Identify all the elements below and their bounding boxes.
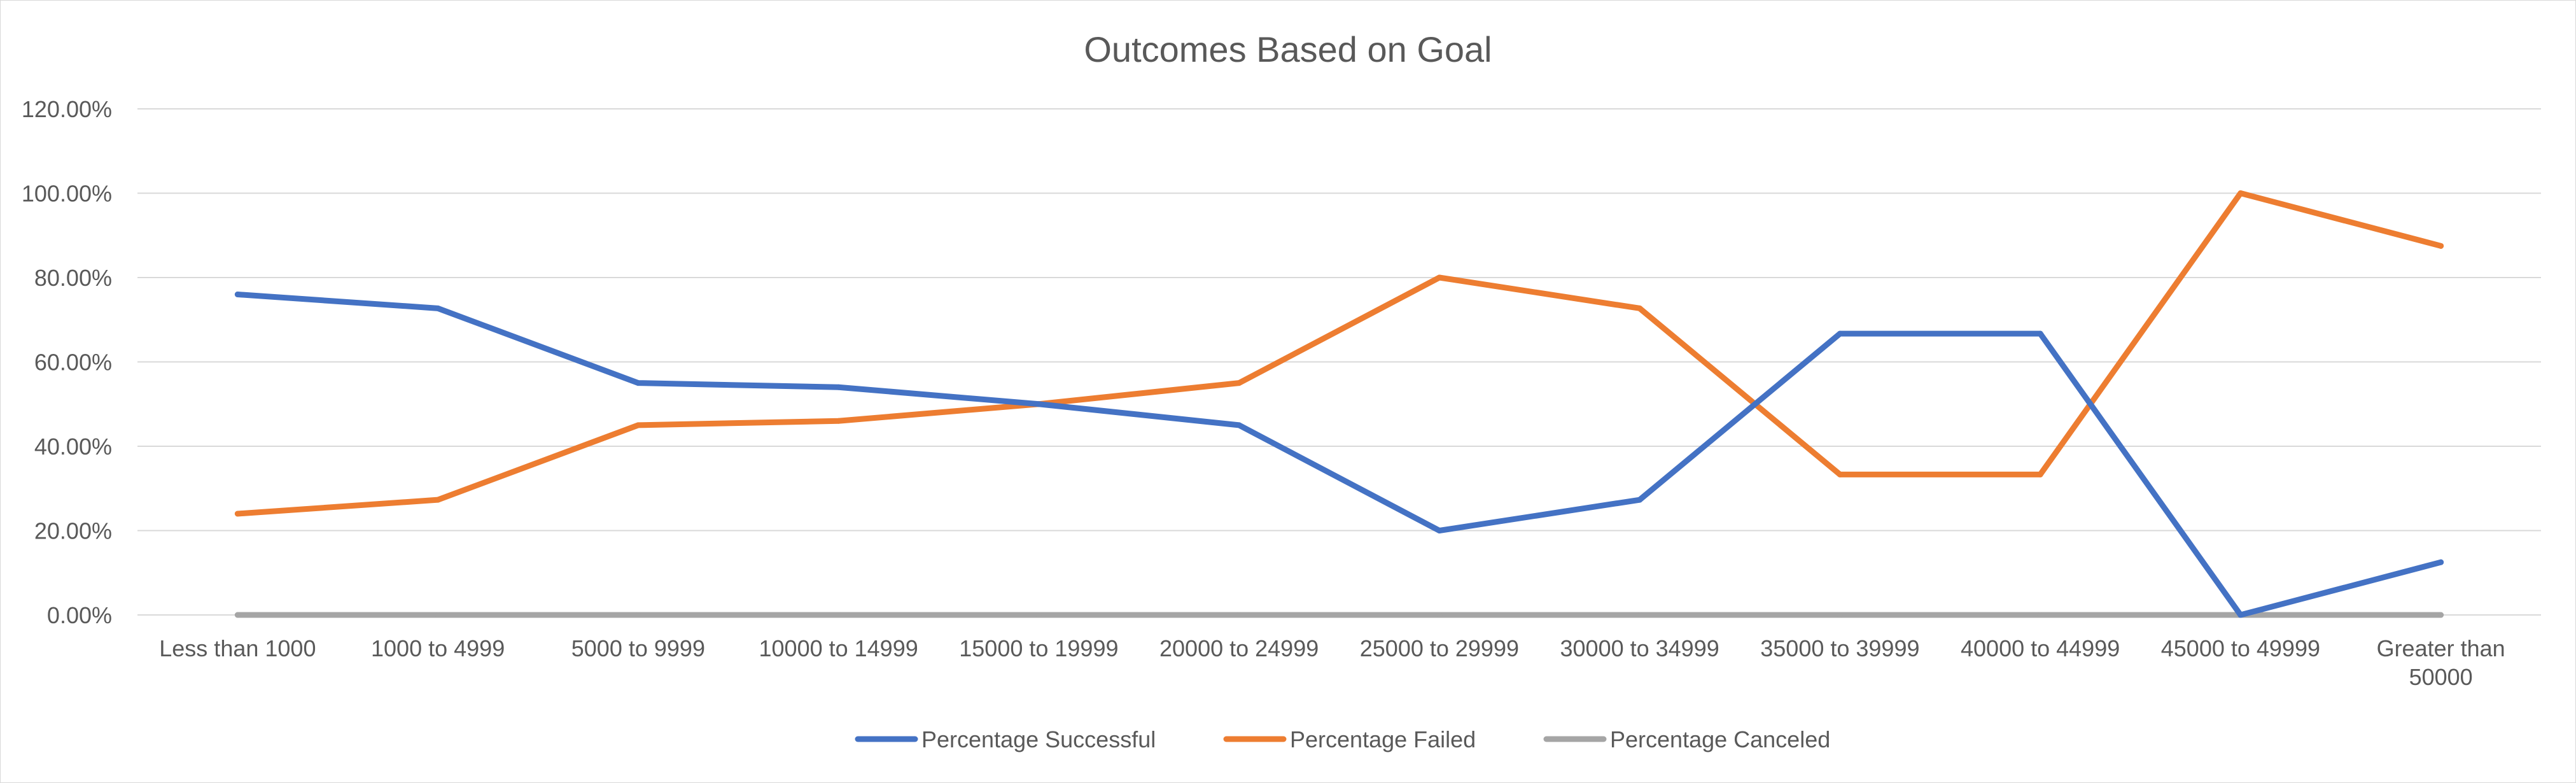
data-point-percentage-canceled [1837, 612, 1843, 618]
grid-layer [137, 108, 2541, 616]
x-tick-label: Less than 1000 [159, 635, 316, 661]
data-point-percentage-successful [836, 384, 842, 390]
data-point-percentage-canceled [836, 612, 842, 618]
legend-item-percentage-canceled: Percentage Canceled [1543, 726, 1830, 752]
data-point-percentage-successful [1236, 422, 1242, 428]
legend-item-percentage-successful: Percentage Successful [855, 726, 1156, 752]
data-point-percentage-canceled [2438, 612, 2444, 618]
data-point-percentage-successful [435, 305, 441, 311]
data-point-percentage-failed [635, 422, 641, 428]
data-point-percentage-successful [1035, 401, 1042, 407]
data-point-percentage-successful [2237, 612, 2244, 618]
data-point-percentage-failed [1236, 380, 1242, 386]
legend-label: Percentage Failed [1290, 726, 1476, 752]
data-point-percentage-successful [1436, 528, 1443, 533]
legend-label: Percentage Canceled [1610, 726, 1830, 752]
data-point-percentage-canceled [1436, 612, 1443, 618]
x-tick-label: Greater than 50000 [2377, 635, 2505, 690]
x-tick-label: 15000 to 19999 [959, 635, 1118, 661]
x-tick-label: 35000 to 39999 [1760, 635, 1919, 661]
y-tick-label: 80.00% [34, 265, 112, 291]
series-line-percentage-failed [234, 190, 2444, 517]
data-point-percentage-canceled [1236, 612, 1242, 618]
data-point-percentage-failed [435, 497, 441, 503]
data-point-percentage-failed [1637, 305, 1643, 311]
series-percentage-failed [234, 190, 2444, 517]
data-point-percentage-failed [1837, 471, 1843, 477]
x-tick-label: 1000 to 4999 [371, 635, 505, 661]
data-point-percentage-failed [836, 418, 842, 424]
y-tick-label: 100.00% [22, 181, 112, 207]
data-point-percentage-successful [2438, 559, 2444, 565]
x-tick-label: 30000 to 34999 [1560, 635, 1719, 661]
x-tick-label: 10000 to 14999 [759, 635, 918, 661]
data-point-percentage-canceled [2037, 612, 2043, 618]
x-tick-label: 40000 to 44999 [1961, 635, 2120, 661]
x-axis-tick-labels: Less than 1000 1000 to 4999 5000 to 9999 10… [159, 635, 2505, 690]
legend: Percentage Successful Percentage Failed Pe… [855, 726, 1830, 752]
series-percentage-successful [234, 292, 2444, 618]
data-point-percentage-canceled [234, 612, 241, 618]
legend-label: Percentage Successful [921, 726, 1156, 752]
data-point-percentage-successful [2037, 330, 2043, 337]
y-tick-label: 120.00% [22, 96, 112, 122]
y-tick-label: 60.00% [34, 349, 112, 376]
data-point-percentage-failed [1436, 274, 1443, 281]
data-point-percentage-successful [234, 292, 241, 297]
x-tick-label: 25000 to 29999 [1360, 635, 1519, 661]
series-percentage-canceled [234, 612, 2444, 618]
chart-title: Outcomes Based on Goal [1084, 29, 1492, 69]
data-point-percentage-failed [2438, 243, 2444, 249]
y-axis-tick-labels: 0.00% 20.00% 40.00% 60.00% 80.00% 100.00% 120.… [22, 96, 112, 628]
data-point-percentage-canceled [1035, 612, 1042, 618]
x-tick-label: 20000 to 24999 [1159, 635, 1319, 661]
x-tick-label: 5000 to 9999 [571, 635, 705, 661]
x-tick-label: 45000 to 49999 [2161, 635, 2320, 661]
data-point-percentage-failed [2237, 190, 2244, 196]
data-point-percentage-canceled [1637, 612, 1643, 618]
y-tick-label: 40.00% [34, 434, 112, 460]
y-tick-label: 0.00% [47, 602, 112, 628]
data-point-percentage-successful [1837, 330, 1843, 337]
data-point-percentage-canceled [635, 612, 641, 618]
data-point-percentage-successful [635, 380, 641, 386]
data-point-percentage-failed [2037, 471, 2043, 477]
data-point-percentage-successful [1637, 497, 1643, 503]
series-line-percentage-successful [234, 292, 2444, 618]
legend-item-percentage-failed: Percentage Failed [1223, 726, 1476, 752]
data-point-percentage-failed [234, 511, 241, 517]
series-layer [234, 190, 2444, 618]
y-tick-label: 20.00% [34, 518, 112, 544]
data-point-percentage-canceled [435, 612, 441, 618]
